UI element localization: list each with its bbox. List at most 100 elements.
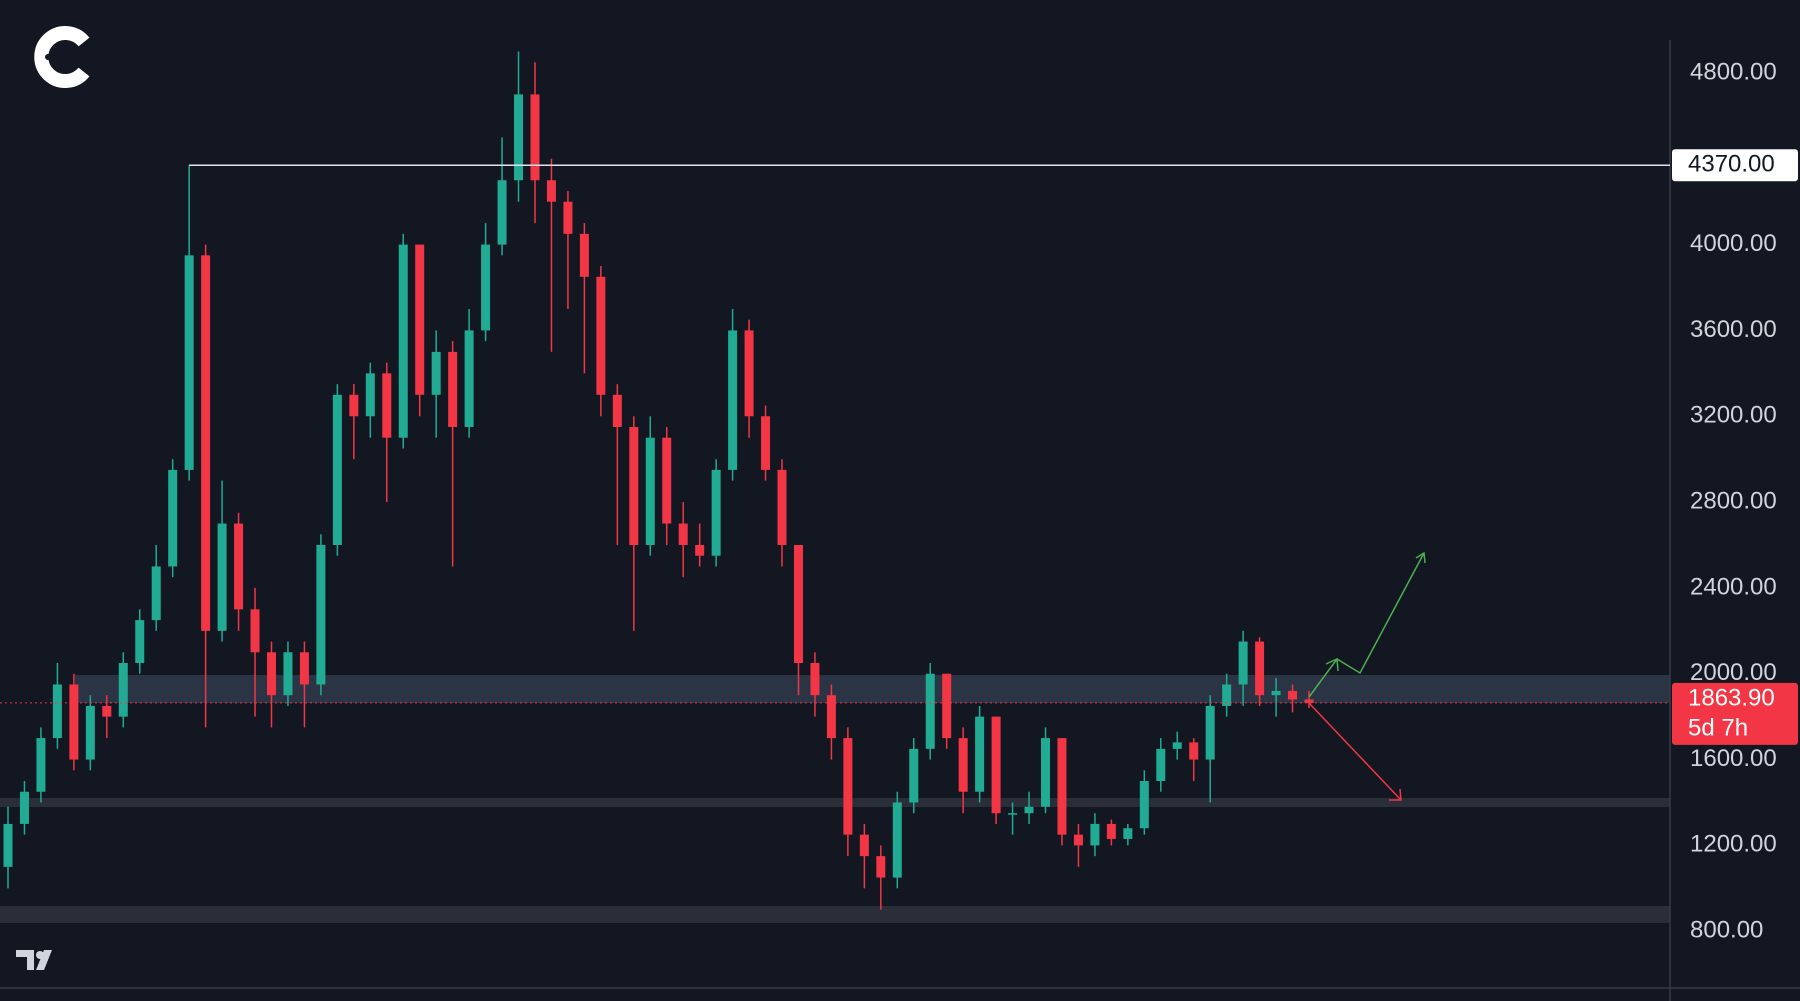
candle-body: [810, 663, 820, 696]
logo-c: [34, 26, 90, 88]
candle-body: [975, 716, 985, 792]
logo-dot: [45, 54, 51, 60]
candle-body: [530, 94, 540, 181]
candle-body: [85, 705, 95, 760]
candle-body: [925, 673, 935, 749]
candle-body: [909, 748, 919, 803]
candle-body: [201, 255, 211, 631]
tv-mark: [36, 950, 52, 970]
tv-mark: [16, 950, 34, 970]
candle-body: [1057, 738, 1067, 835]
y-tick-label: 4800.00: [1690, 58, 1777, 85]
candle-body: [744, 330, 754, 417]
y-tick-label: 3200.00: [1690, 402, 1777, 429]
zone: [0, 906, 1670, 923]
candle-body: [629, 426, 639, 545]
candle-body: [1123, 828, 1133, 839]
candle-body: [777, 469, 787, 545]
candle-body: [135, 620, 145, 664]
candle-body: [1024, 806, 1034, 814]
last-price-tag: [1672, 682, 1798, 745]
candle-body: [546, 180, 556, 202]
candle-body: [415, 244, 425, 395]
candle-body: [1041, 738, 1051, 807]
bear-arrow: [1308, 702, 1402, 801]
candle-body: [1238, 641, 1248, 685]
candle-body: [612, 394, 622, 427]
candle-body: [168, 469, 178, 567]
price-line-label: 4370.00: [1688, 151, 1775, 178]
candle-body: [316, 544, 326, 685]
candle-body: [217, 523, 227, 631]
candle-body: [859, 834, 869, 857]
candle-body: [1205, 705, 1215, 760]
candle-body: [1172, 742, 1182, 749]
candle-body: [662, 437, 672, 524]
candle-body: [728, 330, 738, 470]
zone: [75, 675, 1670, 703]
candle-body: [19, 791, 29, 824]
zone: [0, 798, 1670, 807]
candle-body: [184, 255, 194, 470]
arrow-head: [1389, 788, 1402, 801]
candle-body: [1255, 641, 1265, 696]
brand-logo: [34, 26, 90, 88]
y-tick-label: 1200.00: [1690, 831, 1777, 858]
candle-body: [793, 544, 803, 664]
candle-body: [711, 469, 721, 556]
candle-body: [464, 330, 474, 427]
candle-body: [1008, 813, 1018, 815]
y-tick-label: 800.00: [1690, 917, 1763, 944]
candle-body: [3, 823, 13, 867]
candles: [3, 51, 1314, 910]
candle-body: [1222, 684, 1232, 706]
arrow-head: [1415, 551, 1426, 564]
y-tick-label: 4000.00: [1690, 230, 1777, 257]
candle-body: [365, 373, 375, 417]
price-line-tag: [1672, 149, 1798, 182]
candle-body: [942, 673, 952, 739]
candle-body: [876, 856, 886, 878]
candle-body: [332, 394, 342, 545]
candle-body: [579, 233, 589, 277]
candle-body: [1304, 699, 1314, 703]
candle-body: [563, 201, 573, 234]
candle-body: [1288, 690, 1298, 700]
candle-body: [695, 544, 705, 556]
candle-body: [250, 609, 260, 653]
candle-body: [991, 716, 1001, 814]
y-tick-label: 2800.00: [1690, 487, 1777, 514]
candle-body: [596, 276, 606, 395]
candle-body: [448, 351, 458, 427]
candle-body: [1090, 823, 1100, 846]
candle-body: [1271, 690, 1281, 696]
candle-body: [431, 351, 441, 395]
candle-body: [36, 738, 46, 792]
candle-body: [69, 684, 79, 760]
candle-body: [299, 652, 309, 685]
candle-body: [283, 652, 293, 696]
candle-body: [118, 663, 128, 717]
candle-body: [266, 652, 276, 696]
candle-body: [398, 244, 408, 438]
candle-body: [52, 684, 62, 739]
tradingview-logo: [16, 950, 52, 970]
last-price-label: 1863.90: [1688, 684, 1775, 711]
candle-body: [958, 738, 968, 792]
arrow-head: [1325, 657, 1339, 672]
candle-body: [102, 705, 112, 717]
candle-body: [645, 437, 655, 545]
candle-body: [678, 523, 688, 545]
y-tick-label: 2400.00: [1690, 573, 1777, 600]
candle-body: [481, 244, 491, 331]
y-tick-label: 1600.00: [1690, 745, 1777, 772]
candle-body: [843, 738, 853, 835]
y-tick-label: 2000.00: [1690, 659, 1777, 686]
candle-body: [1156, 748, 1166, 782]
candle-body: [1106, 823, 1116, 839]
candle-body: [349, 394, 359, 417]
y-tick-label: 3600.00: [1690, 316, 1777, 343]
candle-body: [382, 373, 392, 438]
candle-body: [1139, 781, 1149, 829]
